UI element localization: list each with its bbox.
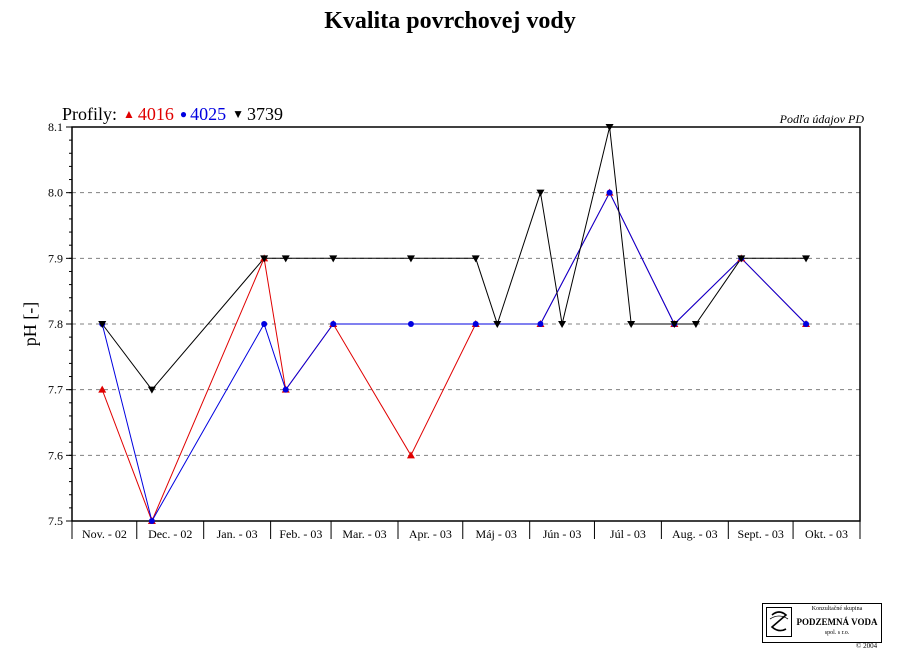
series-line-4016 xyxy=(101,191,807,523)
data-point-3739 xyxy=(147,386,156,394)
legend-marker-4016: ▲ xyxy=(123,107,135,121)
data-point-3739 xyxy=(691,321,700,328)
y-tick-label: 7.7 xyxy=(48,383,63,397)
data-point-4025 xyxy=(803,321,810,327)
data-point-3739 xyxy=(670,321,679,328)
data-point-3739 xyxy=(281,255,290,263)
legend-label-4025: 4025 xyxy=(190,104,227,124)
y-tick-label: 8.0 xyxy=(48,186,63,200)
data-point-4025 xyxy=(472,321,479,327)
data-point-3739 xyxy=(493,321,502,328)
data-point-3739 xyxy=(329,255,338,263)
y-tick-label: 7.5 xyxy=(48,514,63,528)
legend: Profily: ▲ 4016 ● 4025 ▼ 3739 xyxy=(62,104,283,125)
x-tick-label: Jún - 03 xyxy=(543,527,582,541)
data-point-4025 xyxy=(606,189,613,196)
x-tick-label: Jan. - 03 xyxy=(217,527,258,541)
data-point-3739 xyxy=(605,124,614,131)
data-point-4025 xyxy=(330,321,337,327)
x-tick-label: Nov. - 02 xyxy=(82,527,127,541)
series-line-3739 xyxy=(101,126,806,391)
x-tick-label: Dec. - 02 xyxy=(148,527,192,541)
data-point-4016 xyxy=(98,385,107,393)
company-logo: Konzultačné skupina PODZEMNÁ VODA spol. … xyxy=(762,603,882,643)
logo-line-3: spol. s r.o. xyxy=(824,630,850,636)
legend-marker-4025: ● xyxy=(179,107,188,121)
logo-line-2: PODZEMNÁ VODA xyxy=(796,617,878,627)
data-point-4025 xyxy=(537,321,544,327)
y-tick-label: 7.8 xyxy=(48,317,63,331)
x-tick-label: Okt. - 03 xyxy=(805,527,848,541)
source-note: Podľa údajov PD xyxy=(779,112,864,126)
x-tick-label: Apr. - 03 xyxy=(409,527,452,541)
legend-prefix: Profily: xyxy=(62,104,118,124)
legend-label-3739: 3739 xyxy=(247,104,284,124)
logo-line-1: Konzultačné skupina xyxy=(811,606,863,612)
x-tick-label: Sept. - 03 xyxy=(738,527,784,541)
x-tick-label: Aug. - 03 xyxy=(672,527,718,541)
plot-frame xyxy=(71,126,861,522)
data-point-3739 xyxy=(802,255,811,263)
data-point-3739 xyxy=(536,189,545,197)
data-point-4016 xyxy=(406,451,415,459)
series-line-4025 xyxy=(101,191,807,523)
copyright: © 2004 xyxy=(856,642,878,650)
y-tick-label: 8.1 xyxy=(48,120,63,134)
data-point-3739 xyxy=(737,255,746,263)
legend-label-4016: 4016 xyxy=(137,104,174,124)
data-point-4025 xyxy=(407,321,414,327)
y-axis-label: pH [-] xyxy=(20,302,40,346)
x-tick-label: Júl - 03 xyxy=(610,527,646,541)
y-tick-label: 7.9 xyxy=(48,251,63,265)
legend-marker-3739: ▼ xyxy=(232,107,245,121)
data-point-3739 xyxy=(471,255,480,263)
data-point-4025 xyxy=(148,518,155,524)
data-point-4025 xyxy=(282,386,289,393)
chart-title: Kvalita povrchovej vody xyxy=(324,8,576,34)
x-tick-label: Mar. - 03 xyxy=(342,527,386,541)
data-point-3739 xyxy=(406,255,415,263)
data-point-3739 xyxy=(558,321,567,328)
x-tick-label: Feb. - 03 xyxy=(279,527,322,541)
data-point-3739 xyxy=(260,255,269,263)
logo-mark-icon xyxy=(766,607,792,637)
data-point-3739 xyxy=(98,321,107,328)
data-point-3739 xyxy=(627,321,636,328)
x-tick-label: Máj - 03 xyxy=(476,527,517,541)
y-tick-label: 7.6 xyxy=(48,448,63,462)
data-point-4025 xyxy=(261,321,268,327)
